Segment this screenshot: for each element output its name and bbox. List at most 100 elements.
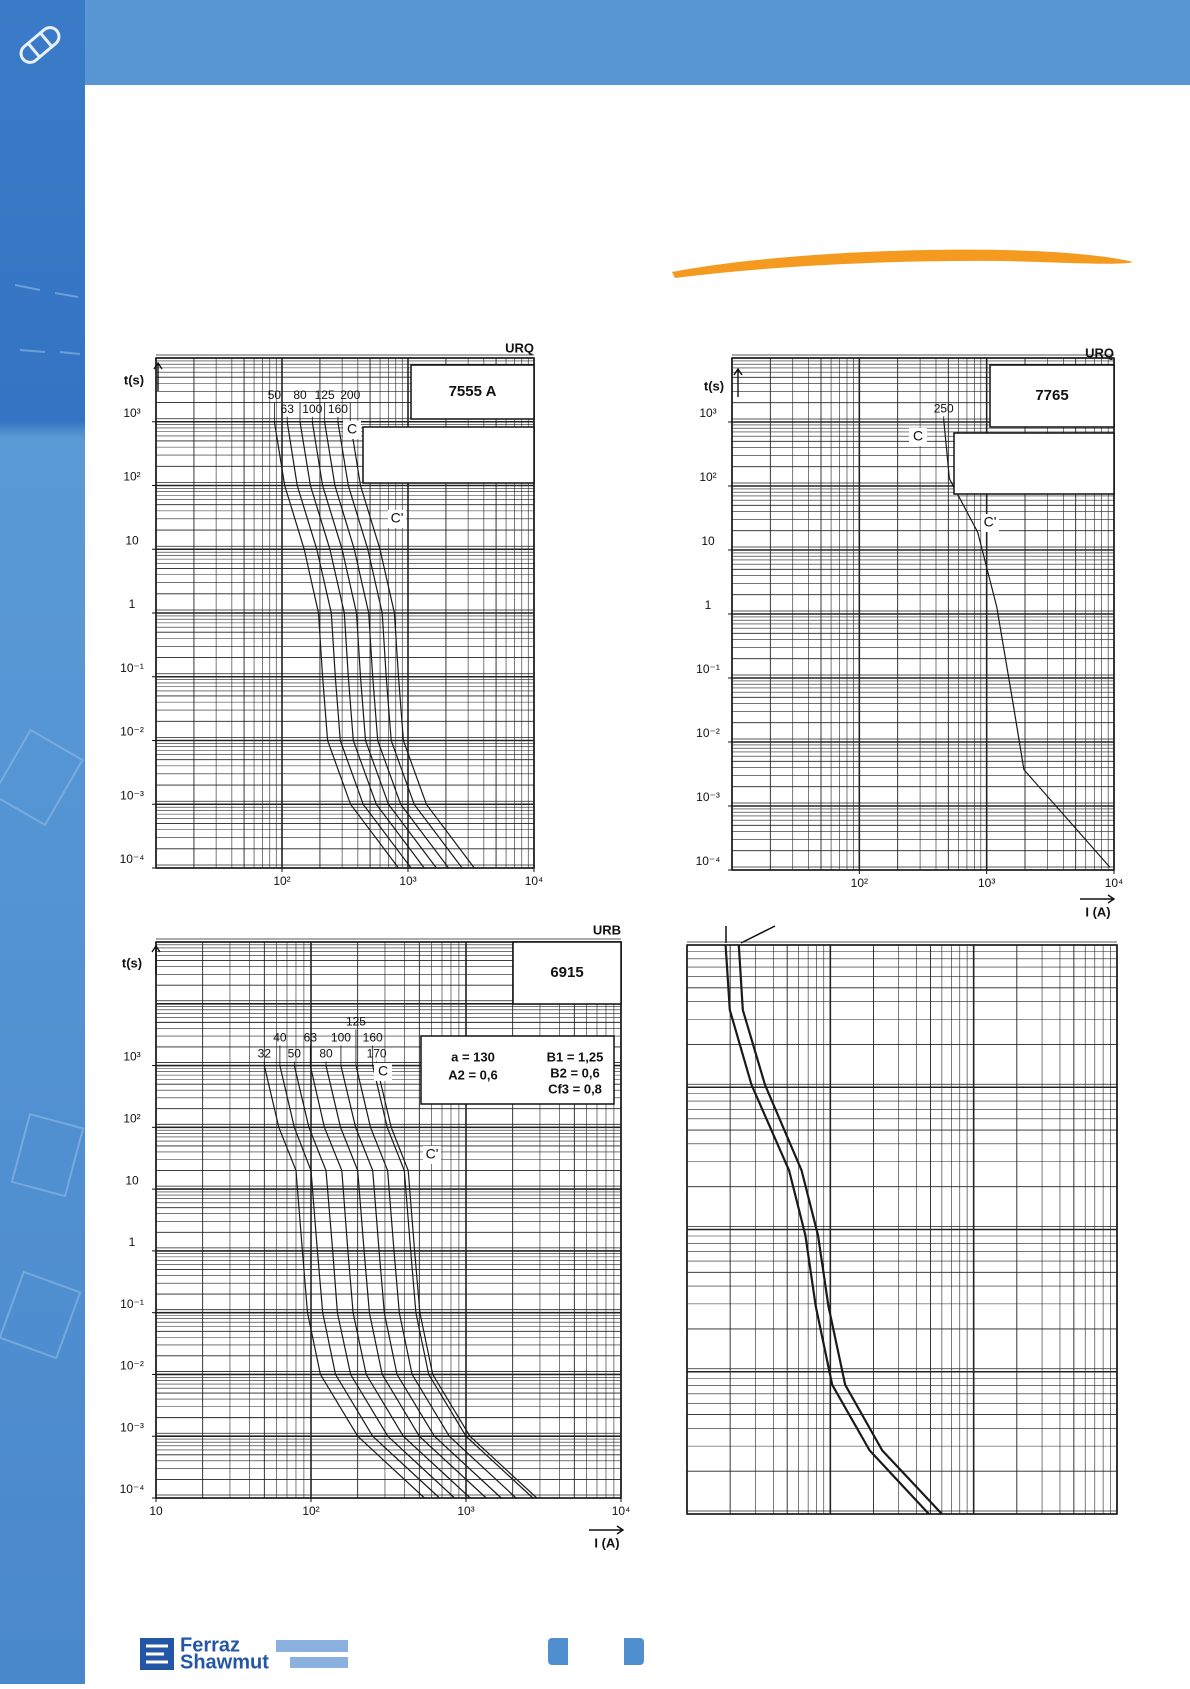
y-tick-label: 10² [123, 470, 140, 484]
type-number: 7555 A [449, 383, 497, 400]
x-tick-label: 10³ [978, 876, 995, 890]
chart4-top-mark [725, 925, 776, 944]
y-tick-label: 10⁻³ [120, 788, 144, 802]
parameter: B2 = 0,6 [550, 1065, 600, 1080]
y-tick-label: 10⁻¹ [120, 661, 144, 675]
annotation: C [378, 1063, 388, 1079]
curve [299, 421, 425, 869]
parameter: A2 = 0,6 [448, 1067, 498, 1082]
curve-label: 80 [293, 388, 307, 402]
y-tick-label: 10⁻³ [696, 790, 720, 804]
y-tick-label: 10 [125, 533, 139, 547]
x-tick-label: 10² [273, 874, 290, 888]
y-tick-label: 10² [123, 1112, 140, 1126]
series-code: URQ [1085, 345, 1114, 360]
curve [376, 1065, 538, 1499]
series-code: URQ [505, 340, 534, 355]
curve [724, 944, 930, 1515]
y-tick-label: 10³ [123, 1050, 140, 1064]
annotation-bg [388, 510, 406, 528]
page-number-box [548, 1638, 644, 1665]
curve [279, 1065, 440, 1499]
type-box [512, 941, 622, 1005]
annotation-bg [423, 1146, 441, 1164]
y-axis-label: t(s) [704, 378, 724, 393]
chart [686, 941, 1118, 1515]
y-tick-label: 10³ [699, 406, 716, 420]
y-axis-arrow [151, 944, 161, 974]
header-band [0, 0, 1190, 85]
parameter: B1 = 1,25 [547, 1049, 604, 1064]
x-tick-label: 10³ [399, 874, 416, 888]
curve [309, 1065, 471, 1499]
curve [286, 421, 412, 869]
curve [263, 1065, 425, 1499]
x-tick-label: 10 [149, 1504, 163, 1518]
annotation-bg [981, 514, 999, 532]
series-code: URB [593, 922, 621, 937]
x-tick-label: 10² [851, 876, 868, 890]
curve-label: 100 [331, 1031, 351, 1045]
curve-label: 50 [288, 1047, 302, 1061]
curve [340, 1065, 502, 1499]
curve-label: 200 [340, 388, 360, 402]
curve-label: 63 [304, 1031, 318, 1045]
type-box [989, 364, 1115, 428]
parameter-box [420, 1035, 615, 1105]
curve-label: 50 [268, 388, 282, 402]
curve [324, 421, 450, 869]
curve [325, 1065, 487, 1499]
curve-label: 40 [273, 1031, 287, 1045]
y-axis-arrow [733, 367, 743, 397]
type-number: 7765 [1035, 387, 1068, 404]
x-axis-arrow [1080, 894, 1116, 904]
blank-box [362, 426, 535, 484]
curve-label: 100 [302, 402, 322, 416]
chart: 10³ 10² 10 1 10⁻¹ 10⁻² 10⁻³ 10⁻⁴ 10² 10³ 10⁴ 250 776… [696, 345, 1124, 919]
plot-area [155, 941, 622, 1499]
y-axis-arrow [153, 361, 163, 391]
y-tick-label: 10⁻² [696, 726, 720, 740]
chart: 10³ 10² 10 1 10⁻¹ 10⁻² 10⁻³ 10⁻⁴ 10 10² 10³ 10⁴ 3240… [120, 922, 631, 1550]
annotation-bg [343, 421, 361, 439]
sidebar [0, 0, 85, 1684]
curve [943, 419, 1111, 868]
annotation: C [913, 428, 923, 444]
logo-word: Ferraz [180, 1634, 240, 1656]
parameter: a = 130 [451, 1049, 495, 1064]
curve-label: 32 [258, 1047, 272, 1061]
curve-label: 160 [363, 1031, 383, 1045]
curve-label: 170 [367, 1047, 387, 1061]
curve-label: 125 [315, 388, 335, 402]
y-tick-label: 10⁻¹ [120, 1297, 144, 1311]
parameter: Cf3 = 0,8 [548, 1081, 602, 1096]
annotation-bg [909, 428, 927, 446]
sidebar-decoration [0, 284, 85, 1360]
y-tick-label: 10² [699, 470, 716, 484]
type-number: 6915 [550, 964, 583, 981]
y-tick-label: 1 [705, 598, 712, 612]
blank-box [953, 432, 1115, 495]
x-tick-label: 10⁴ [612, 1504, 631, 1518]
type-box [410, 364, 535, 420]
y-tick-label: 10 [125, 1173, 139, 1187]
x-axis-label: I (A) [1085, 904, 1110, 919]
annotation-bg [374, 1063, 392, 1081]
y-tick-label: 10⁻² [120, 1359, 144, 1373]
y-tick-label: 10⁻² [120, 725, 144, 739]
curve-label: 63 [281, 402, 295, 416]
y-tick-label: 10⁻¹ [696, 662, 720, 676]
y-tick-label: 10⁻⁴ [120, 852, 145, 866]
fuse-icon [19, 26, 61, 64]
annotation: C [347, 421, 357, 437]
annotation: C' [391, 510, 404, 526]
x-tick-label: 10² [302, 1504, 319, 1518]
curve-label: 80 [319, 1047, 333, 1061]
y-tick-label: 10 [701, 534, 715, 548]
y-tick-label: 10³ [123, 406, 140, 420]
curve [293, 1065, 456, 1499]
curve [372, 1065, 534, 1499]
x-tick-label: 10⁴ [1105, 876, 1124, 890]
